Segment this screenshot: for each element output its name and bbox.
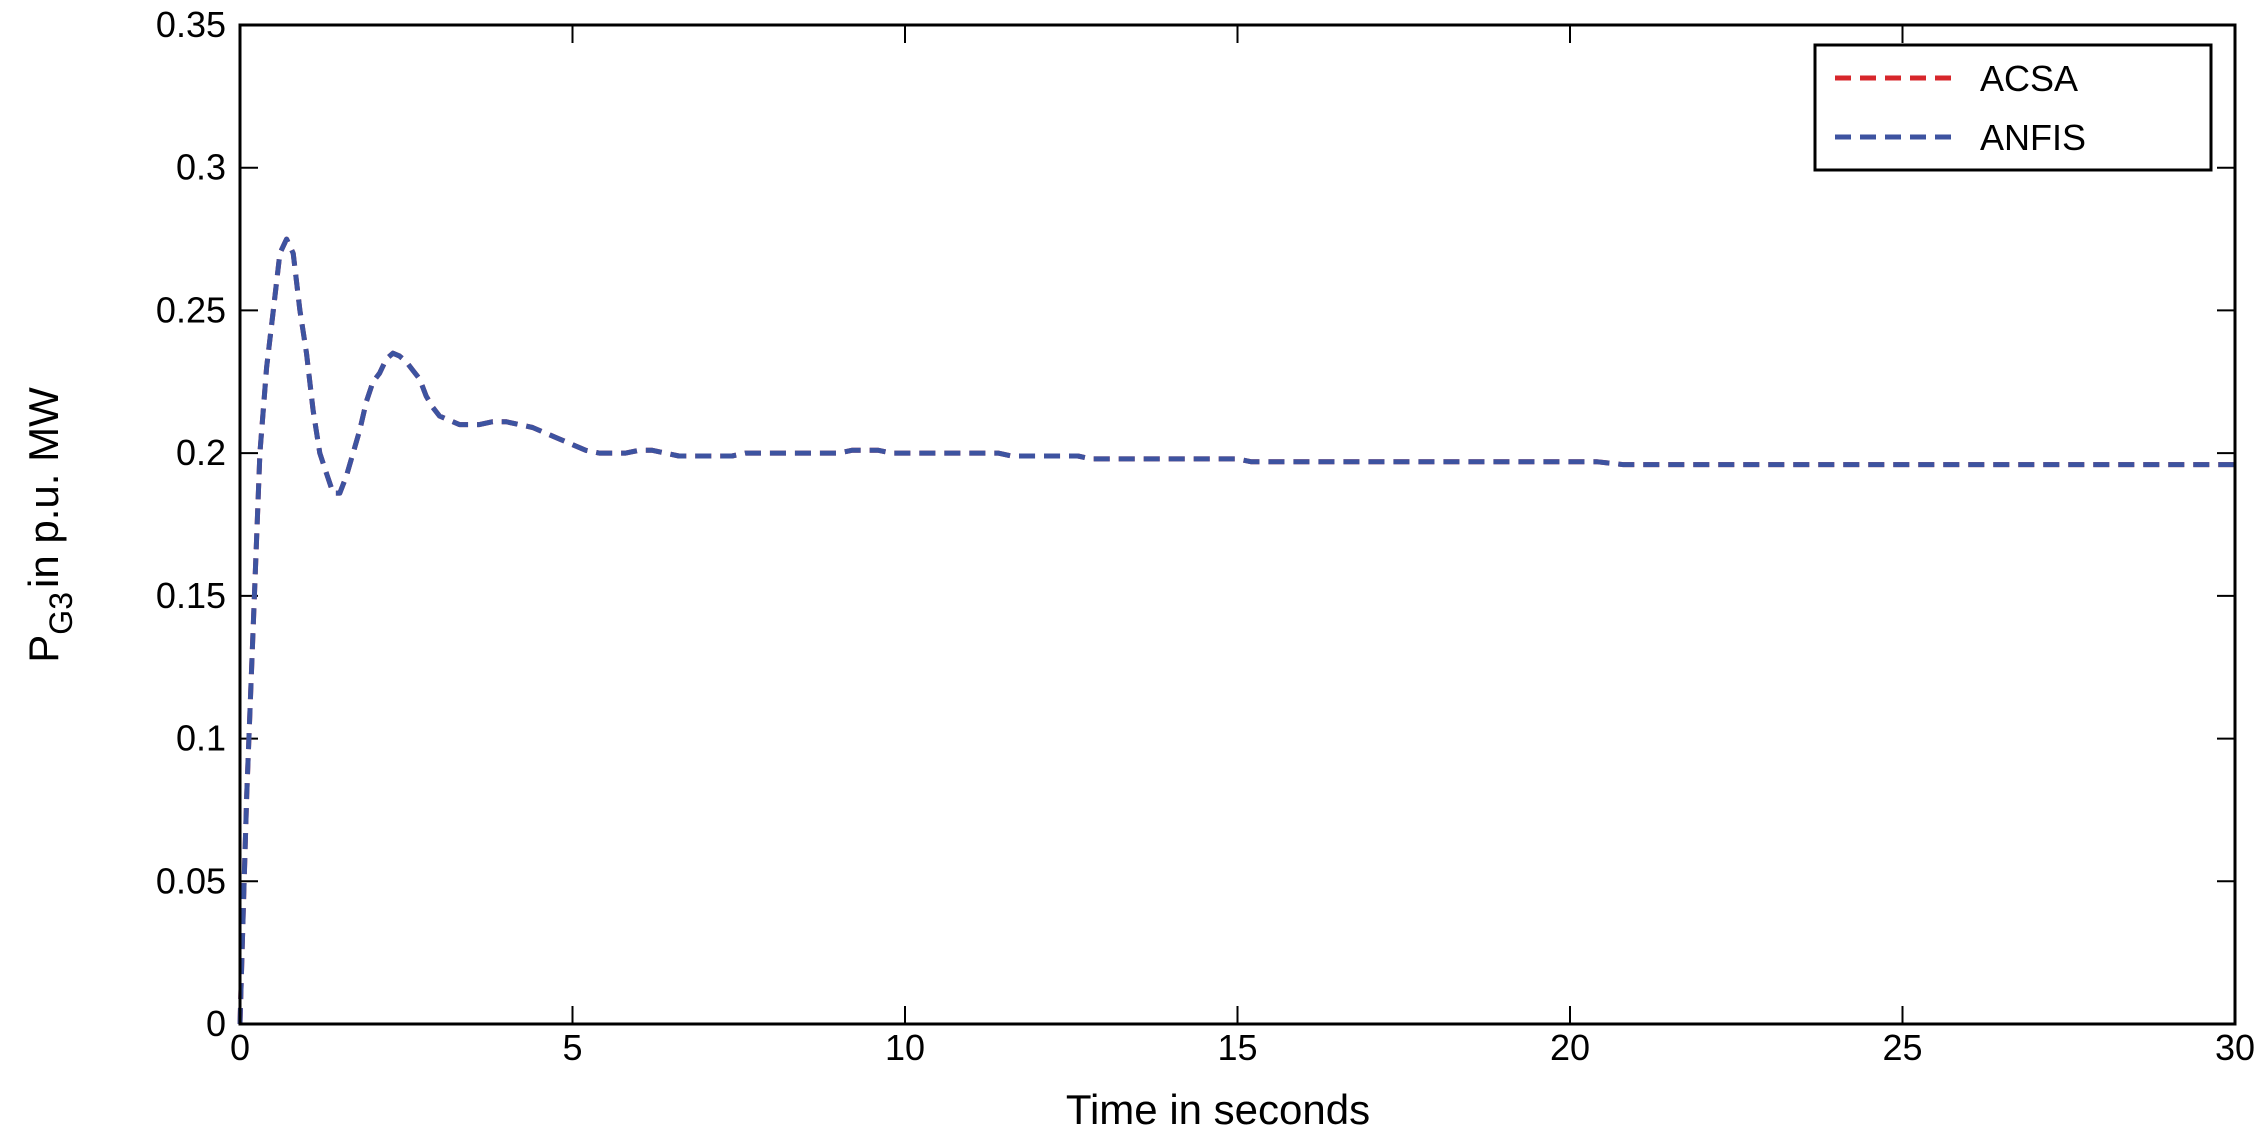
svg-text:PG3in p.u. MW: PG3in p.u. MW: [20, 387, 79, 663]
y-tick-label: 0.25: [156, 289, 226, 330]
tick-labels: 0 5 10 15 20 25 30 0 0.05 0.1 0.15 0.2 0.25 0.3 0.35: [156, 4, 2254, 1068]
x-tick-label: 15: [1217, 1027, 1257, 1068]
x-tick-label: 30: [2215, 1027, 2254, 1068]
series-lines: [237, 236, 2235, 1025]
y-tick-label: 0.3: [176, 147, 226, 188]
y-axis-title-main: P: [20, 635, 67, 663]
x-tick-label: 0: [230, 1027, 250, 1068]
x-tick-label: 20: [1550, 1027, 1590, 1068]
y-axis-title: PG3in p.u. MW: [20, 387, 79, 663]
legend-box: [1813, 43, 2213, 172]
series-line-acsa: [237, 236, 2235, 1025]
series-line-anfis: [237, 236, 2235, 1025]
y-tick-label: 0.1: [176, 718, 226, 759]
x-tick-label: 10: [885, 1027, 925, 1068]
legend-label-anfis: ANFIS: [1980, 117, 2086, 158]
y-tick-label: 0.35: [156, 4, 226, 45]
y-axis-title-rest: in p.u. MW: [20, 387, 67, 588]
x-axis-title: Time in seconds: [1066, 1086, 1370, 1133]
y-tick-label: 0.2: [176, 432, 226, 473]
plot-frame: [238, 23, 2237, 1026]
axis-ticks: [239, 24, 2236, 1025]
x-tick-label: 5: [562, 1027, 582, 1068]
x-tick-label: 25: [1882, 1027, 1922, 1068]
y-axis-title-subscript: G3: [43, 592, 79, 635]
legend: ACSA ANFIS: [1813, 43, 2213, 172]
legend-label-acsa: ACSA: [1980, 58, 2078, 99]
y-tick-label: 0: [206, 1003, 226, 1044]
y-tick-label: 0.05: [156, 860, 226, 901]
y-tick-label: 0.15: [156, 575, 226, 616]
